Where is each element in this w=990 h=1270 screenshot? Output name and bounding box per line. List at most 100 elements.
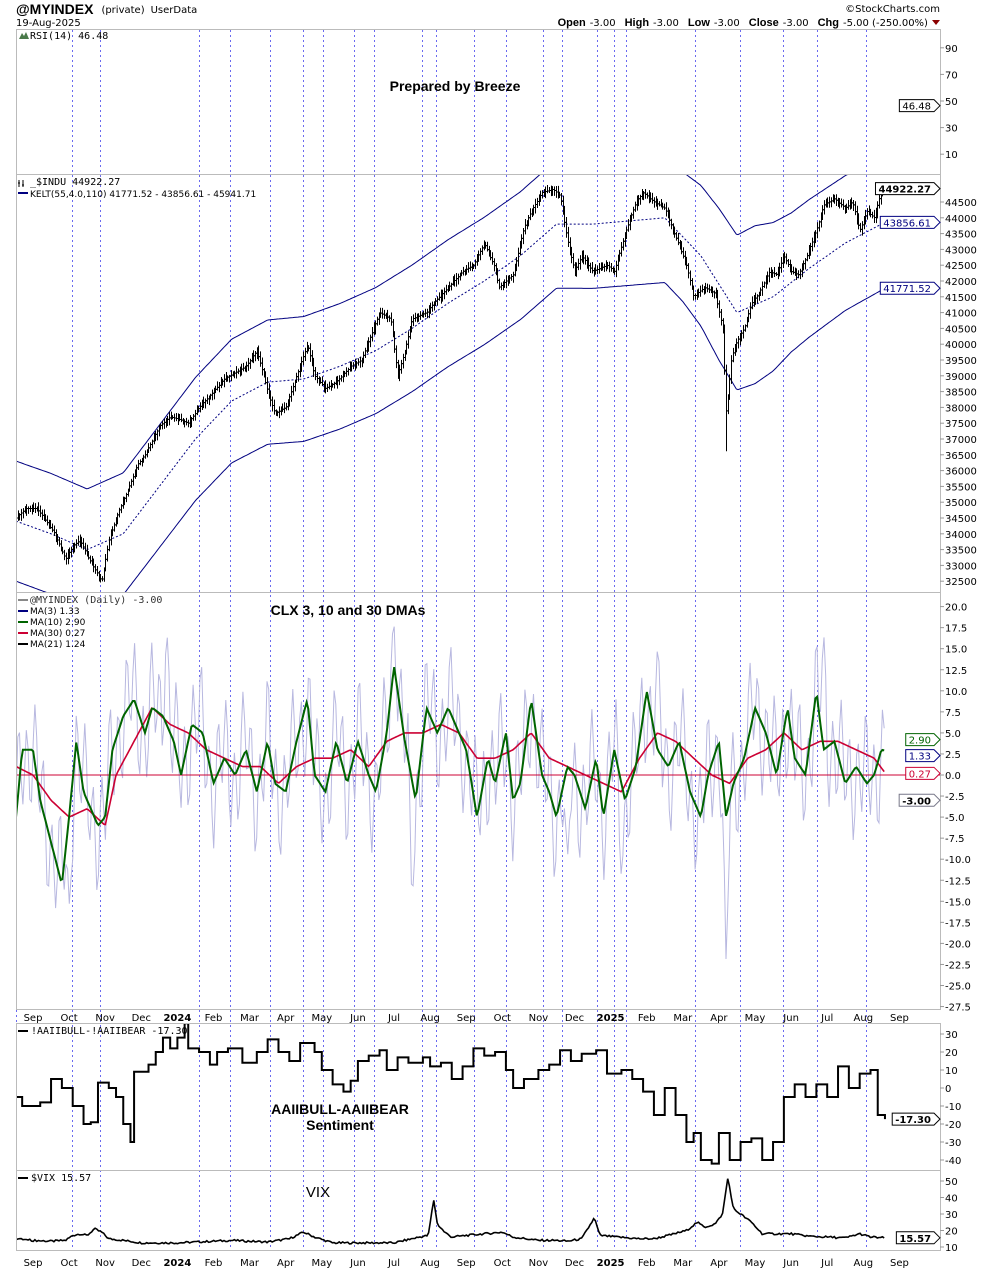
month-label: Oct [60,1013,77,1024]
price-bar [371,327,374,342]
price-bar [53,525,56,537]
price-bar [192,414,195,421]
price-bar [806,252,809,262]
kelt-mid-tag-group: 43856.61 [879,215,941,229]
kelt-lower-tag: 41771.52 [883,284,931,295]
price-bar [663,203,666,210]
price-bar [89,555,92,564]
y-tick-label: 40 [945,1194,958,1205]
y-tick-label: -17.5 [945,918,971,929]
y-tick-label: 20 [945,1227,958,1238]
vix-annotation: VIX [306,1184,330,1201]
y-tick-label: -27.5 [945,1003,971,1014]
aaii-legend: !AAIIBULL-!AAIIBEAR -17.30 [31,1026,188,1037]
chart-symbol: @MYINDEX [16,1,94,17]
month-label: Apr [710,1258,728,1269]
high-value: -3.00 [653,18,679,29]
price-bar [108,536,111,552]
oscillator-legend: @MYINDEX (Daily) -3.00 MA(3) 1.33 MA(10)… [18,595,162,650]
y-tick-label: -7.5 [945,834,965,845]
price-bar [512,271,515,283]
price-bar [149,442,152,452]
price-bar [407,331,410,349]
y-tick-label: 43500 [945,230,977,241]
kelt-mid-tag-box [879,215,941,229]
price-bar [553,186,556,196]
month-label: Feb [638,1013,656,1024]
price-bar [847,200,850,210]
price-bar [854,201,857,216]
price-bar [873,209,876,223]
month-gridlines [16,30,867,1250]
aaii-last-value-tag-box [891,1112,941,1126]
y-tick-label: -20 [945,1120,961,1131]
vix-line [17,1178,885,1245]
price-bar [689,270,692,286]
price-bar [761,281,764,296]
price-bar [706,283,709,293]
price-bar [878,194,881,209]
y-tick-label: 30 [945,1210,958,1221]
price-bar [749,302,752,319]
y-tick-label: 40000 [945,340,977,351]
kelt-middle-line [17,217,885,550]
month-label: Sep [457,1258,476,1269]
price-bar [290,385,293,402]
price-bar [852,200,855,211]
month-label: 2024 [163,1013,191,1024]
month-label: May [745,1258,766,1269]
price-bar [701,284,704,293]
price-bar [811,237,814,252]
price-bar [500,282,503,291]
price-bar [130,478,133,489]
y-tick-label: 30 [945,1030,958,1041]
month-label: Jun [349,1013,366,1024]
y-tick-label: -15.0 [945,897,971,908]
price-bar [194,409,197,421]
ma3-tag-box [905,749,941,763]
price-bar [548,186,551,193]
stockcharts-brand[interactable]: ©StockCharts.com [845,4,940,15]
y-tick-label: 15.0 [945,645,967,656]
price-bar [431,301,434,312]
y-tick-label: 12.5 [945,666,967,677]
vix-last-value-tag-box [895,1231,941,1245]
price-bar [46,515,49,526]
price-bar [694,293,697,300]
price-bar [610,263,613,272]
y-tick-label: 42500 [945,261,977,272]
y-tick-label: 41000 [945,309,977,320]
aaii-annotation-line1: AAIIBULL-AAIIBEAR [271,1101,409,1117]
price-bar [823,200,826,215]
price-bar [732,347,735,363]
ma30-legend: MA(30) 0.27 [30,629,85,639]
rsi-y-axis: 90 70 50 30 10 [940,44,958,161]
oscillator-panel-frame [16,592,941,1010]
price-bar [859,222,862,233]
price-bar [204,398,207,409]
price-bar [799,268,802,280]
y-tick-label: 33500 [945,546,977,557]
raw-legend: @MYINDEX (Daily) -3.00 [30,595,162,606]
month-label: Jun [349,1258,366,1269]
y-tick-label: 50 [945,1177,958,1188]
price-bar [436,296,439,306]
price-bar [412,314,415,327]
kelt-lower-tag-box [879,281,941,295]
low-value: -3.00 [714,18,740,29]
price-bar [94,564,97,574]
price-bar [768,267,771,283]
price-bar [402,353,405,369]
ma10-line [17,666,885,882]
y-tick-label: 41500 [945,293,977,304]
ma3-tag-group: 1.33 [905,749,941,763]
month-label: Sep [24,1258,43,1269]
price-bar [457,273,460,285]
price-bar [505,275,508,289]
price-bar [579,255,582,270]
month-label: 2025 [597,1258,625,1269]
raw-tag-box [898,793,941,807]
price-bar [283,402,286,414]
price-bar [653,197,656,208]
ma10-tag-group: 2.90 [905,733,941,747]
